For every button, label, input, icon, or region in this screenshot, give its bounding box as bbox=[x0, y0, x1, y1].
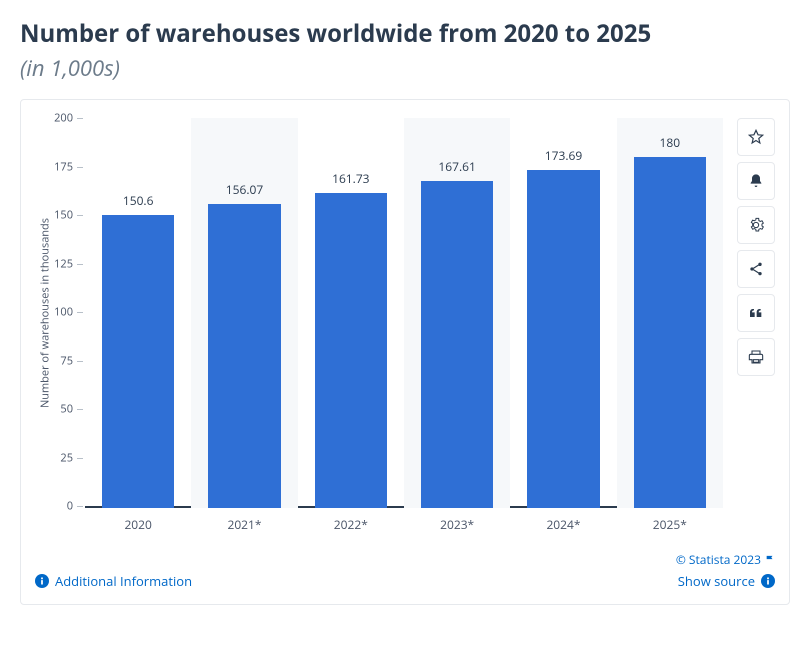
bar-value-label: 156.07 bbox=[226, 181, 263, 204]
bar-slot: 180 bbox=[617, 118, 723, 508]
x-tick-label: 2021* bbox=[191, 516, 297, 533]
bar[interactable]: 167.61 bbox=[421, 181, 493, 508]
chart-panel: Number of warehouses in thousands 0 25 50 7… bbox=[20, 99, 790, 605]
page-title: Number of warehouses worldwide from 2020… bbox=[20, 18, 790, 49]
additional-info-link[interactable]: Additional Information bbox=[35, 572, 192, 590]
bar[interactable]: 156.07 bbox=[208, 204, 280, 508]
bar-slot: 167.61 bbox=[404, 118, 510, 508]
y-tick-label: 50 bbox=[60, 402, 85, 417]
show-source-link[interactable]: Show source bbox=[678, 572, 775, 590]
bar-slot: 161.73 bbox=[298, 118, 404, 508]
side-icon-bar bbox=[737, 118, 775, 376]
y-axis-label: Number of warehouses in thousands bbox=[38, 218, 53, 408]
y-tick-label: 150 bbox=[54, 208, 85, 223]
bell-icon[interactable] bbox=[737, 162, 775, 200]
chart-container: Number of warehouses in thousands 0 25 50 7… bbox=[35, 118, 727, 533]
panel-footer: Additional Information © Statista 2023 S… bbox=[35, 551, 775, 590]
flag-icon bbox=[765, 555, 775, 565]
x-tick-label: 2025* bbox=[617, 516, 723, 533]
bar-slot: 150.6 bbox=[85, 118, 191, 508]
y-tick-label: 0 bbox=[67, 499, 85, 514]
copyright-label: © Statista 2023 bbox=[676, 551, 761, 568]
y-tick-label: 175 bbox=[54, 159, 85, 174]
quote-icon[interactable] bbox=[737, 294, 775, 332]
y-tick-label: 200 bbox=[54, 111, 85, 126]
page-subtitle: (in 1,000s) bbox=[20, 53, 790, 83]
bar-slot: 173.69 bbox=[510, 118, 616, 508]
x-tick-label: 2024* bbox=[510, 516, 616, 533]
bar-value-label: 180 bbox=[660, 134, 681, 157]
bar-value-label: 173.69 bbox=[545, 147, 582, 170]
y-tick-label: 100 bbox=[54, 305, 85, 320]
bar-value-label: 167.61 bbox=[438, 158, 475, 181]
bar-value-label: 150.6 bbox=[123, 192, 154, 215]
y-tick-label: 125 bbox=[54, 256, 85, 271]
additional-info-label: Additional Information bbox=[55, 572, 192, 590]
share-icon[interactable] bbox=[737, 250, 775, 288]
info-icon bbox=[35, 574, 49, 588]
bar-slot: 156.07 bbox=[191, 118, 297, 508]
show-source-label: Show source bbox=[678, 572, 755, 590]
x-tick-label: 2020 bbox=[85, 516, 191, 533]
x-tick-label: 2023* bbox=[404, 516, 510, 533]
bar[interactable]: 173.69 bbox=[527, 170, 599, 509]
y-tick-label: 25 bbox=[60, 450, 85, 465]
y-tick-label: 75 bbox=[60, 353, 85, 368]
bar-value-label: 161.73 bbox=[332, 170, 369, 193]
x-tick-label: 2022* bbox=[298, 516, 404, 533]
gear-icon[interactable] bbox=[737, 206, 775, 244]
bar[interactable]: 161.73 bbox=[315, 193, 387, 508]
bar[interactable]: 150.6 bbox=[102, 215, 174, 509]
info-icon bbox=[761, 574, 775, 588]
bar[interactable]: 180 bbox=[634, 157, 706, 508]
copyright-link[interactable]: © Statista 2023 bbox=[676, 551, 775, 568]
star-icon[interactable] bbox=[737, 118, 775, 156]
print-icon[interactable] bbox=[737, 338, 775, 376]
